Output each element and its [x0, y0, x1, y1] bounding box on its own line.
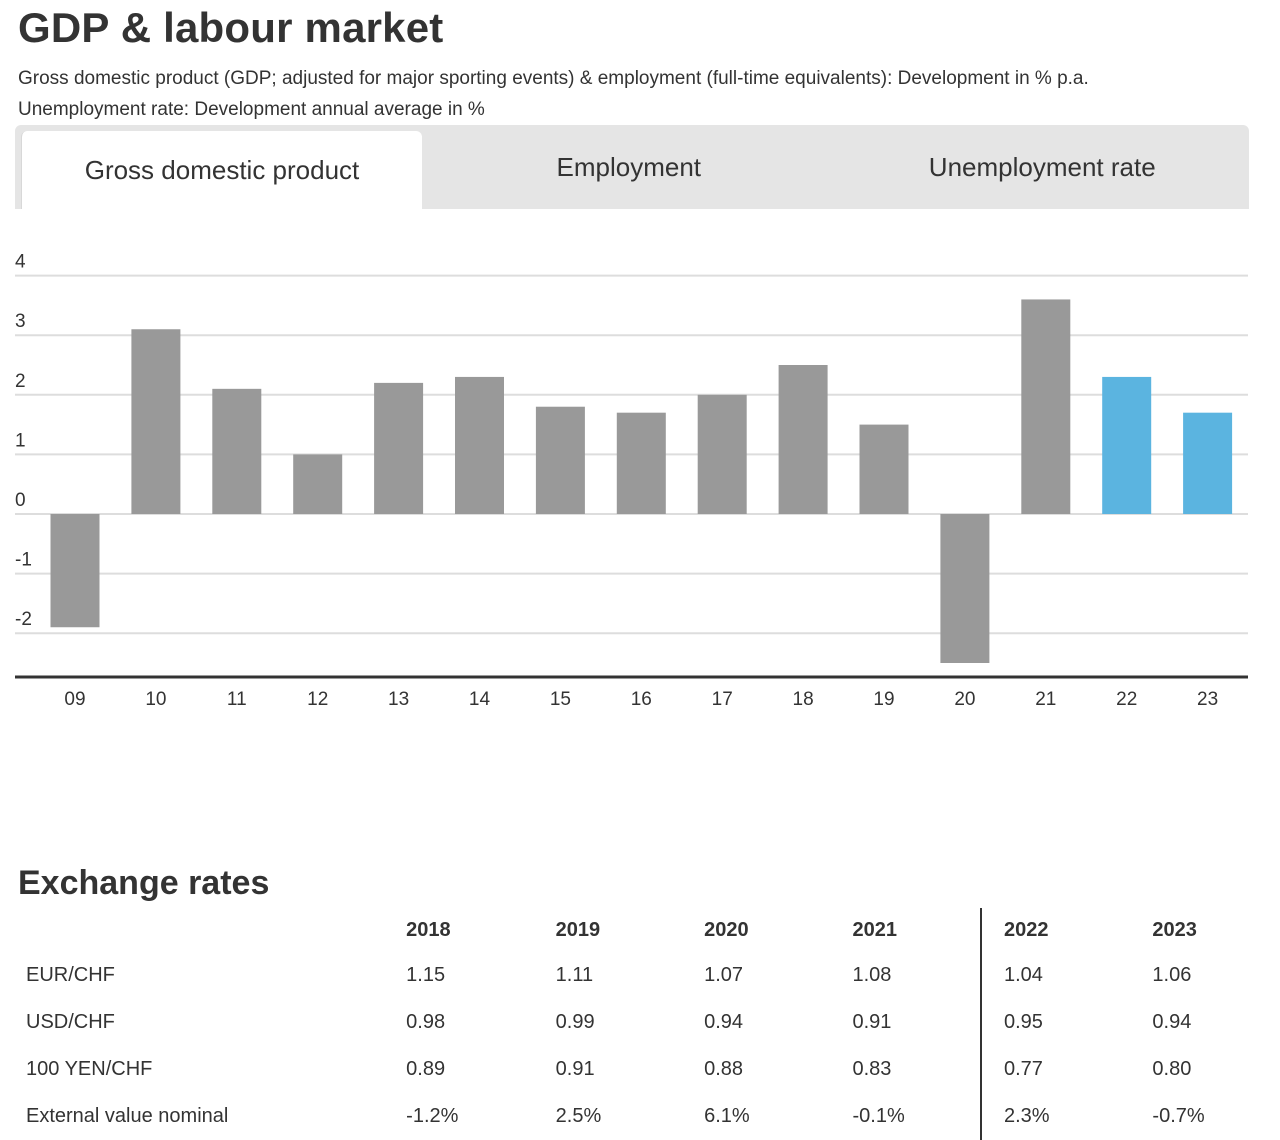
exchange-rates-table: 2018 2019 2020 2021 2022 2023 EUR/CHF 1.… — [18, 908, 1280, 1140]
x-tick-label: 18 — [793, 689, 814, 710]
year-header: 2022 — [979, 908, 1131, 952]
bar — [131, 329, 181, 514]
chart-subtitle-line1: Gross domestic product (GDP; adjusted fo… — [18, 68, 1089, 89]
table-cell: 0.83 — [852, 1058, 892, 1080]
bar — [697, 394, 747, 514]
table-cell: -0.7% — [1152, 1105, 1205, 1127]
x-tick-label: 22 — [1116, 689, 1137, 710]
table-cell: 0.91 — [852, 1011, 892, 1033]
y-tick-label: 3 — [15, 311, 26, 332]
year-header: 2018 — [406, 918, 451, 941]
table-cell: 0.95 — [979, 999, 1131, 1046]
bar — [50, 514, 100, 628]
bar — [616, 412, 666, 514]
bar — [374, 382, 424, 514]
tab-bar: Gross domestic product Employment Unempl… — [15, 125, 1249, 209]
y-tick-label: 0 — [15, 490, 26, 511]
x-tick-label: 23 — [1197, 689, 1218, 710]
table-cell: 1.06 — [1152, 964, 1192, 986]
row-label: External value nominal — [26, 1105, 229, 1127]
table-cell: 0.77 — [979, 1046, 1131, 1093]
bar — [859, 424, 909, 514]
tab-employment[interactable]: Employment — [556, 151, 702, 182]
x-tick-label: 16 — [631, 689, 652, 710]
table-cell: 2.3% — [979, 1093, 1131, 1140]
table-cell: 1.07 — [704, 964, 744, 986]
y-tick-label: -1 — [15, 550, 32, 571]
row-label-header — [18, 908, 384, 952]
table-cell: -0.1% — [852, 1105, 905, 1127]
x-tick-label: 15 — [550, 689, 571, 710]
year-header: 2021 — [852, 918, 898, 941]
x-tick-label: 10 — [145, 689, 166, 710]
table-cell: 1.04 — [979, 952, 1131, 999]
table-cell: 1.11 — [555, 964, 594, 986]
table-cell: 0.94 — [1152, 1011, 1192, 1033]
bar — [455, 376, 504, 514]
page-title: GDP & labour market — [18, 4, 444, 51]
year-header: 2019 — [555, 918, 601, 941]
table-cell: 0.98 — [406, 1011, 446, 1033]
bar — [1102, 376, 1152, 514]
x-tick-label: 21 — [1035, 689, 1056, 710]
x-tick-label: 17 — [712, 689, 733, 710]
table-cell: 1.08 — [852, 964, 892, 986]
y-tick-label: 2 — [15, 371, 26, 392]
y-tick-label: 1 — [15, 430, 26, 451]
table-cell: 6.1% — [704, 1105, 750, 1127]
chart-subtitle-line2: Unemployment rate: Development annual av… — [18, 99, 485, 120]
table-row: USD/CHF 0.98 0.99 0.94 0.91 0.95 0.94 — [18, 999, 1280, 1046]
x-tick-label: 14 — [469, 689, 491, 710]
bar — [293, 454, 343, 514]
x-tick-label: 09 — [64, 689, 85, 710]
table-cell: 0.80 — [1152, 1058, 1192, 1080]
table-cell: -1.2% — [406, 1105, 459, 1127]
x-tick-label: 13 — [388, 689, 409, 710]
row-label: EUR/CHF — [26, 964, 115, 986]
bar — [535, 406, 585, 514]
table-cell: 0.89 — [406, 1058, 446, 1080]
row-label: 100 YEN/CHF — [26, 1058, 153, 1080]
year-header: 2020 — [704, 918, 749, 941]
bar — [1021, 299, 1071, 514]
bar — [1183, 412, 1233, 514]
table-cell: 2.5% — [555, 1105, 602, 1127]
x-tick-label: 20 — [954, 689, 975, 710]
bar — [940, 514, 990, 663]
row-label: USD/CHF — [26, 1011, 115, 1033]
bar — [778, 365, 828, 514]
table-cell: 0.88 — [704, 1058, 744, 1080]
tab-gross-domestic-product[interactable]: Gross domestic product — [21, 131, 422, 209]
y-tick-label: 4 — [15, 252, 26, 273]
table-row: EUR/CHF 1.15 1.11 1.07 1.08 1.04 1.06 — [18, 952, 1280, 999]
table-row: 100 YEN/CHF 0.89 0.91 0.88 0.83 0.77 0.8… — [18, 1046, 1280, 1093]
year-header: 2023 — [1152, 918, 1197, 941]
table-cell: 0.99 — [555, 1011, 595, 1033]
table-header-row: 2018 2019 2020 2021 2022 2023 — [18, 908, 1280, 952]
tab-unemployment-rate[interactable]: Unemployment rate — [928, 151, 1156, 182]
x-tick-label: 12 — [307, 689, 328, 710]
x-tick-label: 19 — [873, 689, 894, 710]
table-cell: 0.94 — [704, 1011, 744, 1033]
table-row: External value nominal -1.2% 2.5% 6.1% -… — [18, 1093, 1280, 1140]
table-cell: 0.91 — [555, 1058, 595, 1080]
y-tick-label: -2 — [15, 609, 32, 630]
table-cell: 1.15 — [406, 964, 446, 986]
x-tick-label: 11 — [227, 689, 247, 710]
bar — [212, 388, 262, 514]
exchange-rates-title: Exchange rates — [18, 864, 270, 902]
